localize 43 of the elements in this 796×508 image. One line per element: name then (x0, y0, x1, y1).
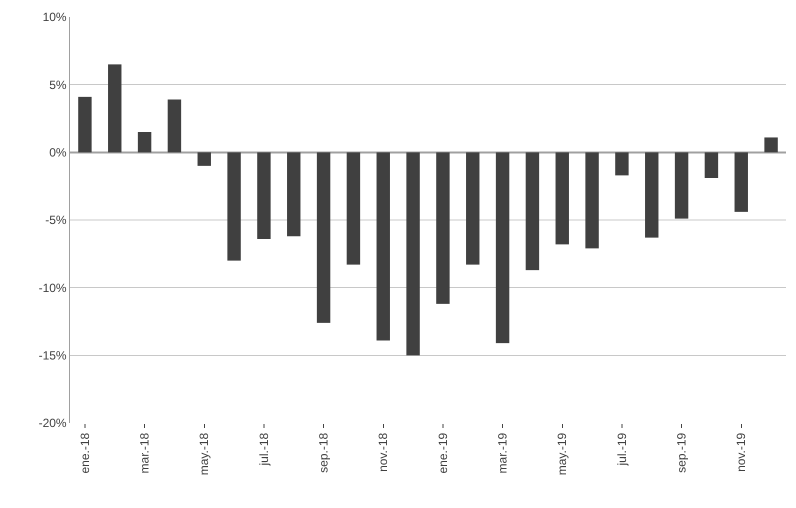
x-tick-label: sep.-19 (674, 432, 688, 473)
x-tick-label: may.-18 (197, 432, 212, 476)
y-tick-label: -10% (38, 280, 67, 295)
x-tick-label: nov.-19 (734, 432, 748, 472)
bar (346, 152, 360, 265)
x-tick-label: may.-19 (555, 432, 570, 476)
bar (764, 137, 778, 152)
bar (496, 152, 510, 344)
bar (316, 152, 330, 323)
bar (227, 152, 241, 261)
x-tick-label: mar.-18 (137, 432, 152, 474)
bar (526, 152, 540, 270)
x-tick-label: ene.-19 (436, 432, 450, 474)
x-tick-label: ene.-18 (78, 432, 92, 474)
bar (406, 152, 420, 356)
x-tick-label: jul.-19 (614, 432, 629, 466)
x-tick-label: jul.-18 (256, 432, 271, 466)
y-tick-label: -20% (38, 416, 67, 430)
bar (436, 152, 450, 304)
bar (108, 64, 122, 152)
bar (556, 152, 569, 244)
bar (287, 152, 300, 236)
bar (645, 152, 658, 238)
x-tick-label: mar.-19 (495, 432, 510, 474)
bar (734, 152, 748, 212)
bar (466, 152, 480, 265)
bar (674, 152, 688, 219)
bar (704, 152, 718, 178)
x-tick-label: sep.-18 (316, 432, 330, 473)
bar (615, 152, 629, 176)
bar (257, 152, 271, 239)
x-tick-label: nov.-18 (376, 432, 390, 472)
bar (198, 152, 211, 166)
bar (585, 152, 599, 248)
y-tick-label: -15% (38, 348, 67, 363)
bar (376, 152, 390, 340)
y-tick-label: 0% (49, 146, 67, 160)
bar (78, 96, 92, 152)
bar (168, 100, 182, 152)
y-tick-label: -5% (45, 213, 67, 228)
y-tick-label: 10% (42, 10, 67, 24)
y-tick-label: 5% (49, 78, 67, 92)
bar (138, 132, 152, 152)
